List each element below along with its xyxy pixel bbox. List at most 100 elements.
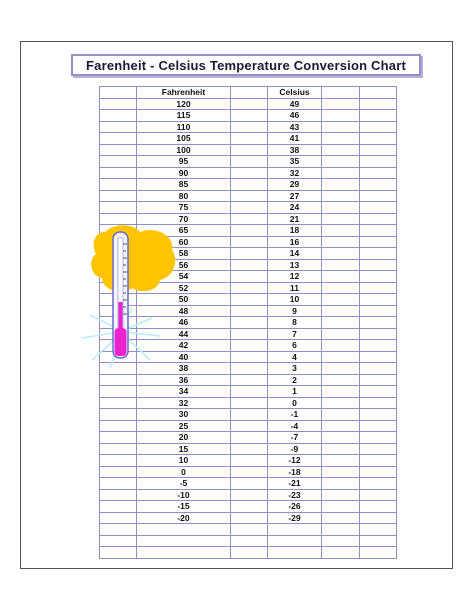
empty-cell: [99, 442, 137, 455]
fahrenheit-cell: 0: [136, 465, 231, 478]
celsius-cell: 4: [267, 350, 322, 363]
empty-cell: [359, 304, 397, 317]
fahrenheit-cell: -20: [136, 511, 231, 524]
empty-cell: [99, 500, 137, 513]
empty-cell: [359, 166, 397, 179]
celsius-cell: 16: [267, 235, 322, 248]
empty-cell: [359, 155, 397, 168]
fahrenheit-cell: 36: [136, 373, 231, 386]
empty-cell: [99, 97, 137, 110]
fahrenheit-cell: 95: [136, 155, 231, 168]
conversion-table: Fahrenheit Celsius 120 49 115 46 110 43 105 41 1…: [99, 86, 397, 559]
empty-cell: [359, 201, 397, 214]
empty-cell: [230, 166, 268, 179]
table-row: 65 18: [99, 224, 397, 237]
empty-cell: [359, 534, 397, 547]
empty-cell: [321, 258, 360, 271]
empty-cell: [359, 408, 397, 421]
empty-cell: [359, 546, 397, 559]
empty-cell: [99, 120, 137, 133]
celsius-cell: 7: [267, 327, 322, 340]
celsius-cell: 10: [267, 293, 322, 306]
fahrenheit-cell: 120: [136, 97, 231, 110]
table-row: 115 46: [99, 109, 397, 122]
empty-cell: [359, 189, 397, 202]
table-row: -10 -23: [99, 488, 397, 501]
table-row: -5 -21: [99, 477, 397, 490]
empty-cell: [230, 373, 268, 386]
empty-cell: [99, 201, 137, 214]
empty-cell: [230, 109, 268, 122]
empty-cell: [359, 247, 397, 260]
empty-cell: [230, 408, 268, 421]
table-row: 20 -7: [99, 431, 397, 444]
empty-cell: [359, 316, 397, 329]
mercury-bulb: [114, 328, 127, 356]
empty-cell: [359, 385, 397, 398]
empty-cell: [321, 189, 360, 202]
empty-cell: [230, 511, 268, 524]
empty-cell: [321, 454, 360, 467]
table-row: 75 24: [99, 201, 397, 214]
empty-cell: [230, 327, 268, 340]
empty-cell: [321, 97, 360, 110]
fahrenheit-cell: 25: [136, 419, 231, 432]
empty-cell: [99, 189, 137, 202]
empty-cell: [230, 339, 268, 352]
empty-cell: [321, 212, 360, 225]
celsius-cell: -1: [267, 408, 322, 421]
empty-cell: [267, 523, 322, 536]
empty-cell: [359, 477, 397, 490]
celsius-cell: -4: [267, 419, 322, 432]
celsius-cell: 13: [267, 258, 322, 271]
mercury-column: [118, 302, 123, 352]
empty-cell: [321, 304, 360, 317]
celsius-cell: -21: [267, 477, 322, 490]
empty-cell: [321, 270, 360, 283]
celsius-cell: 41: [267, 132, 322, 145]
empty-cell: [99, 178, 137, 191]
empty-cell: [321, 293, 360, 306]
empty-cell: [321, 350, 360, 363]
empty-cell: [321, 523, 360, 536]
fahrenheit-cell: -10: [136, 488, 231, 501]
empty-cell: [136, 523, 231, 536]
fahrenheit-cell: 75: [136, 201, 231, 214]
celsius-cell: 43: [267, 120, 322, 133]
empty-cell: [359, 281, 397, 294]
empty-cell: [321, 132, 360, 145]
empty-cell: [321, 109, 360, 122]
empty-cell: [230, 396, 268, 409]
empty-cell: [321, 534, 360, 547]
table-row: 105 41: [99, 132, 397, 145]
empty-cell: [321, 511, 360, 524]
empty-cell: [359, 373, 397, 386]
empty-cell: [99, 408, 137, 421]
empty-cell: [321, 442, 360, 455]
celsius-cell: 27: [267, 189, 322, 202]
table-row: 25 -4: [99, 419, 397, 432]
empty-cell: [321, 235, 360, 248]
celsius-cell: 8: [267, 316, 322, 329]
empty-cell: [359, 235, 397, 248]
fahrenheit-cell: 90: [136, 166, 231, 179]
empty-cell: [359, 454, 397, 467]
empty-cell: [99, 109, 137, 122]
empty-cell: [99, 523, 137, 536]
celsius-cell: 38: [267, 143, 322, 156]
empty-cell: [230, 546, 268, 559]
empty-cell: [359, 258, 397, 271]
empty-cell: [359, 442, 397, 455]
empty-cell: [321, 178, 360, 191]
empty-cell: [230, 500, 268, 513]
empty-cell: [99, 511, 137, 524]
empty-cell: [99, 534, 137, 547]
empty-cell: [230, 465, 268, 478]
empty-cell: [359, 143, 397, 156]
fahrenheit-cell: 110: [136, 120, 231, 133]
empty-cell: [359, 327, 397, 340]
empty-cell: [230, 178, 268, 191]
empty-cell: [99, 488, 137, 501]
fahrenheit-cell: 10: [136, 454, 231, 467]
empty-cell: [321, 166, 360, 179]
